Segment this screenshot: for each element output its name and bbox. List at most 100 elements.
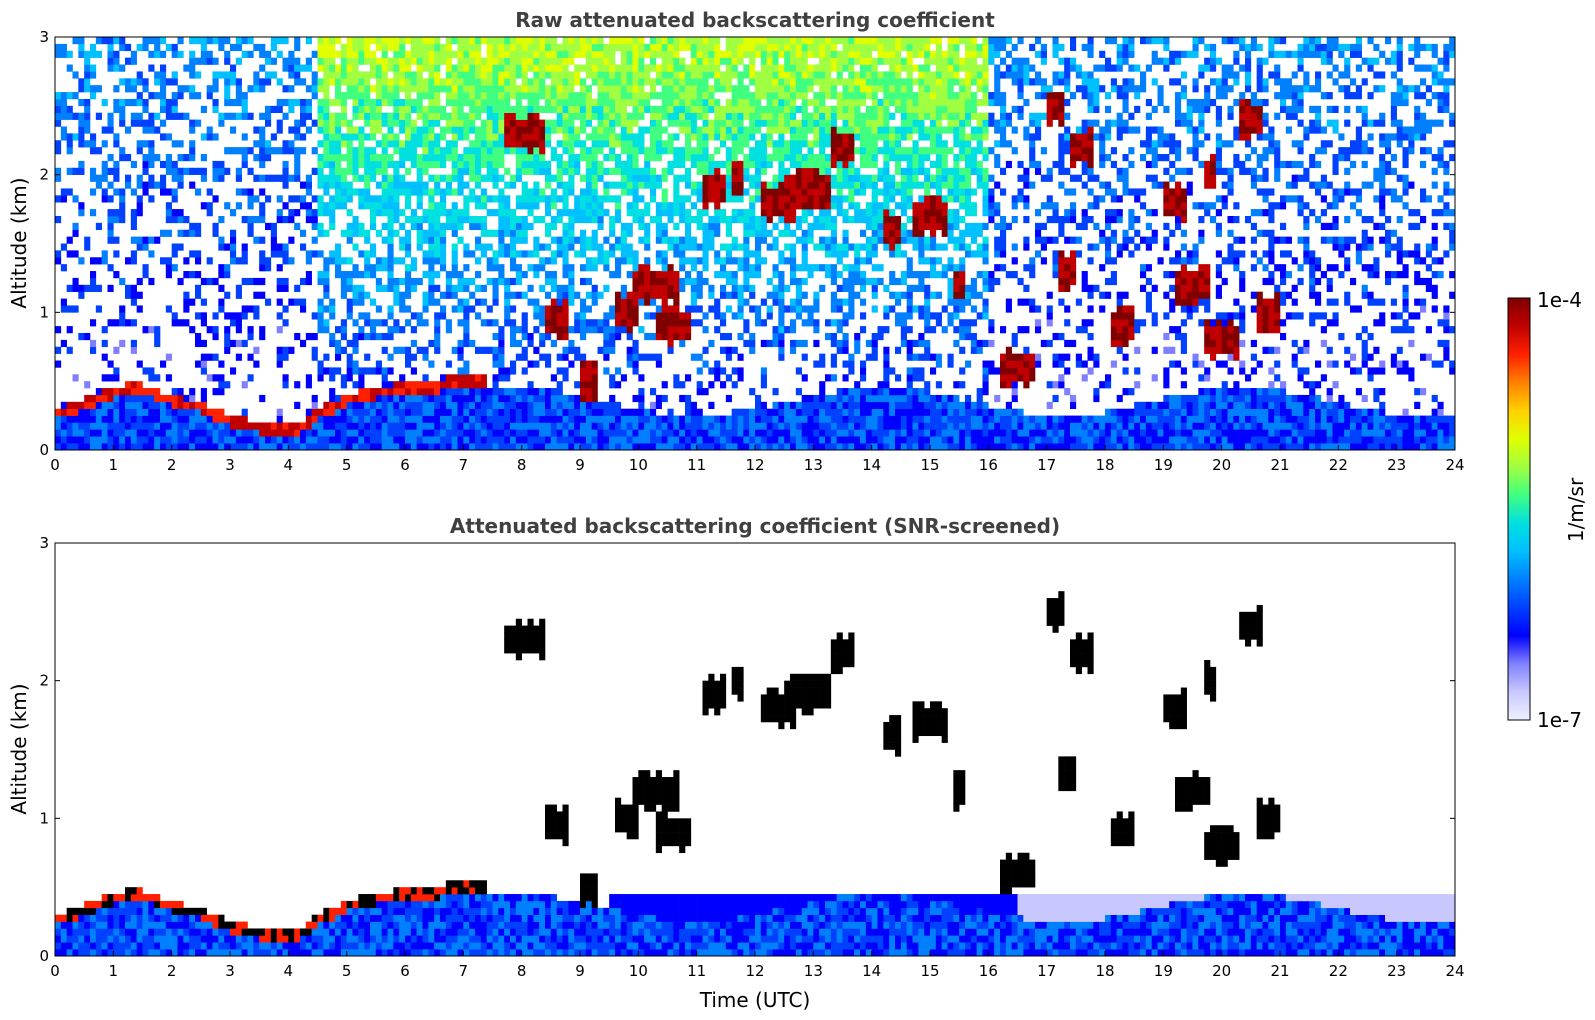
heatmap-cell: [469, 92, 476, 100]
heatmap-cell: [819, 112, 826, 120]
heatmap-cell: [498, 174, 505, 182]
heatmap-cell: [463, 360, 470, 368]
heatmap-cell: [778, 154, 785, 162]
heatmap-cell: [778, 64, 785, 72]
heatmap-cell: [125, 78, 132, 86]
heatmap-cell: [375, 319, 382, 327]
heatmap-cell: [463, 202, 470, 210]
heatmap-cell: [387, 264, 394, 272]
heatmap-cell: [235, 57, 242, 65]
heatmap-cell: [609, 222, 616, 231]
heatmap-cell: [66, 429, 73, 437]
heatmap-cell: [259, 147, 266, 155]
heatmap-cell: [480, 415, 487, 423]
heatmap-cell: [795, 388, 802, 396]
heatmap-cell: [148, 64, 155, 72]
heatmap-cell: [90, 257, 97, 265]
heatmap-cell: [702, 312, 709, 320]
heatmap-cell: [475, 271, 482, 279]
heatmap-cell: [720, 215, 727, 224]
heatmap-cell: [550, 119, 557, 127]
heatmap-cell: [165, 422, 172, 430]
heatmap-cell: [300, 243, 307, 251]
heatmap-cell: [702, 202, 709, 210]
heatmap-cell: [626, 50, 633, 58]
heatmap-cell: [620, 415, 627, 423]
heatmap-cell: [270, 37, 277, 45]
heatmap-cell: [113, 436, 120, 444]
heatmap-cell: [562, 443, 569, 450]
heatmap-cell: [375, 92, 382, 100]
heatmap-cell: [66, 105, 73, 114]
heatmap-cell: [364, 408, 371, 416]
heatmap-cell: [504, 394, 511, 403]
heatmap-cell: [323, 353, 330, 361]
heatmap-cell: [241, 92, 248, 100]
heatmap-cell: [772, 154, 779, 162]
heatmap-cell: [276, 360, 283, 368]
heatmap-cell: [661, 147, 668, 155]
heatmap-cell: [358, 394, 365, 403]
heatmap-cell: [708, 167, 715, 175]
heatmap-cell: [434, 250, 441, 258]
heatmap-cell: [142, 43, 149, 52]
heatmap-cell: [690, 98, 697, 107]
heatmap-cell: [189, 326, 196, 334]
heatmap-cell: [527, 222, 534, 231]
heatmap-cell: [585, 147, 592, 155]
heatmap-cell: [574, 140, 581, 148]
heatmap-cell: [527, 105, 534, 114]
heatmap-cell: [457, 112, 464, 120]
heatmap-cell: [632, 160, 639, 169]
heatmap-cell: [451, 85, 458, 93]
heatmap-cell: [387, 229, 394, 237]
heatmap-cell: [206, 422, 213, 430]
heatmap-cell: [720, 105, 727, 114]
heatmap-cell: [463, 98, 470, 107]
heatmap-cell: [539, 188, 546, 196]
heatmap-cell: [591, 133, 598, 141]
heatmap-cell: [405, 422, 412, 430]
heatmap-cell: [504, 277, 511, 286]
heatmap-cell: [515, 147, 522, 155]
heatmap-cell: [521, 312, 528, 320]
heatmap-cell: [539, 443, 546, 450]
heatmap-cell: [638, 43, 645, 52]
heatmap-cell: [358, 202, 365, 210]
heatmap-cell: [655, 332, 662, 341]
heatmap-cell: [685, 140, 692, 148]
heatmap-cell: [696, 147, 703, 155]
heatmap-cell: [550, 126, 557, 134]
heatmap-cell: [171, 243, 178, 251]
heatmap-cell: [702, 64, 709, 72]
heatmap-cell: [463, 415, 470, 423]
heatmap-cell: [416, 133, 423, 141]
heatmap-cell: [620, 422, 627, 430]
heatmap-cell: [778, 291, 785, 299]
heatmap-cell: [644, 312, 651, 320]
heatmap-cell: [148, 429, 155, 437]
heatmap-cell: [720, 429, 727, 437]
heatmap-cell: [136, 401, 143, 409]
heatmap-cell: [60, 98, 67, 107]
heatmap-cell: [253, 360, 260, 368]
heatmap-cell: [714, 126, 721, 134]
heatmap-cell: [778, 140, 785, 148]
heatmap-cell: [340, 133, 347, 141]
heatmap-cell: [393, 133, 400, 141]
heatmap-cell: [224, 147, 231, 155]
heatmap-cell: [66, 422, 73, 430]
heatmap-cell: [358, 429, 365, 437]
heatmap-cell: [183, 443, 190, 450]
heatmap-cell: [405, 346, 412, 354]
heatmap-cell: [335, 92, 342, 100]
heatmap-cell: [317, 443, 324, 450]
heatmap-cell: [696, 271, 703, 279]
heatmap-cell: [580, 85, 587, 93]
heatmap-cell: [620, 92, 627, 100]
heatmap-cell: [78, 422, 85, 430]
heatmap-cell: [340, 271, 347, 279]
heatmap-cell: [428, 394, 435, 403]
heatmap-cell: [165, 415, 172, 423]
heatmap-cell: [539, 388, 546, 396]
